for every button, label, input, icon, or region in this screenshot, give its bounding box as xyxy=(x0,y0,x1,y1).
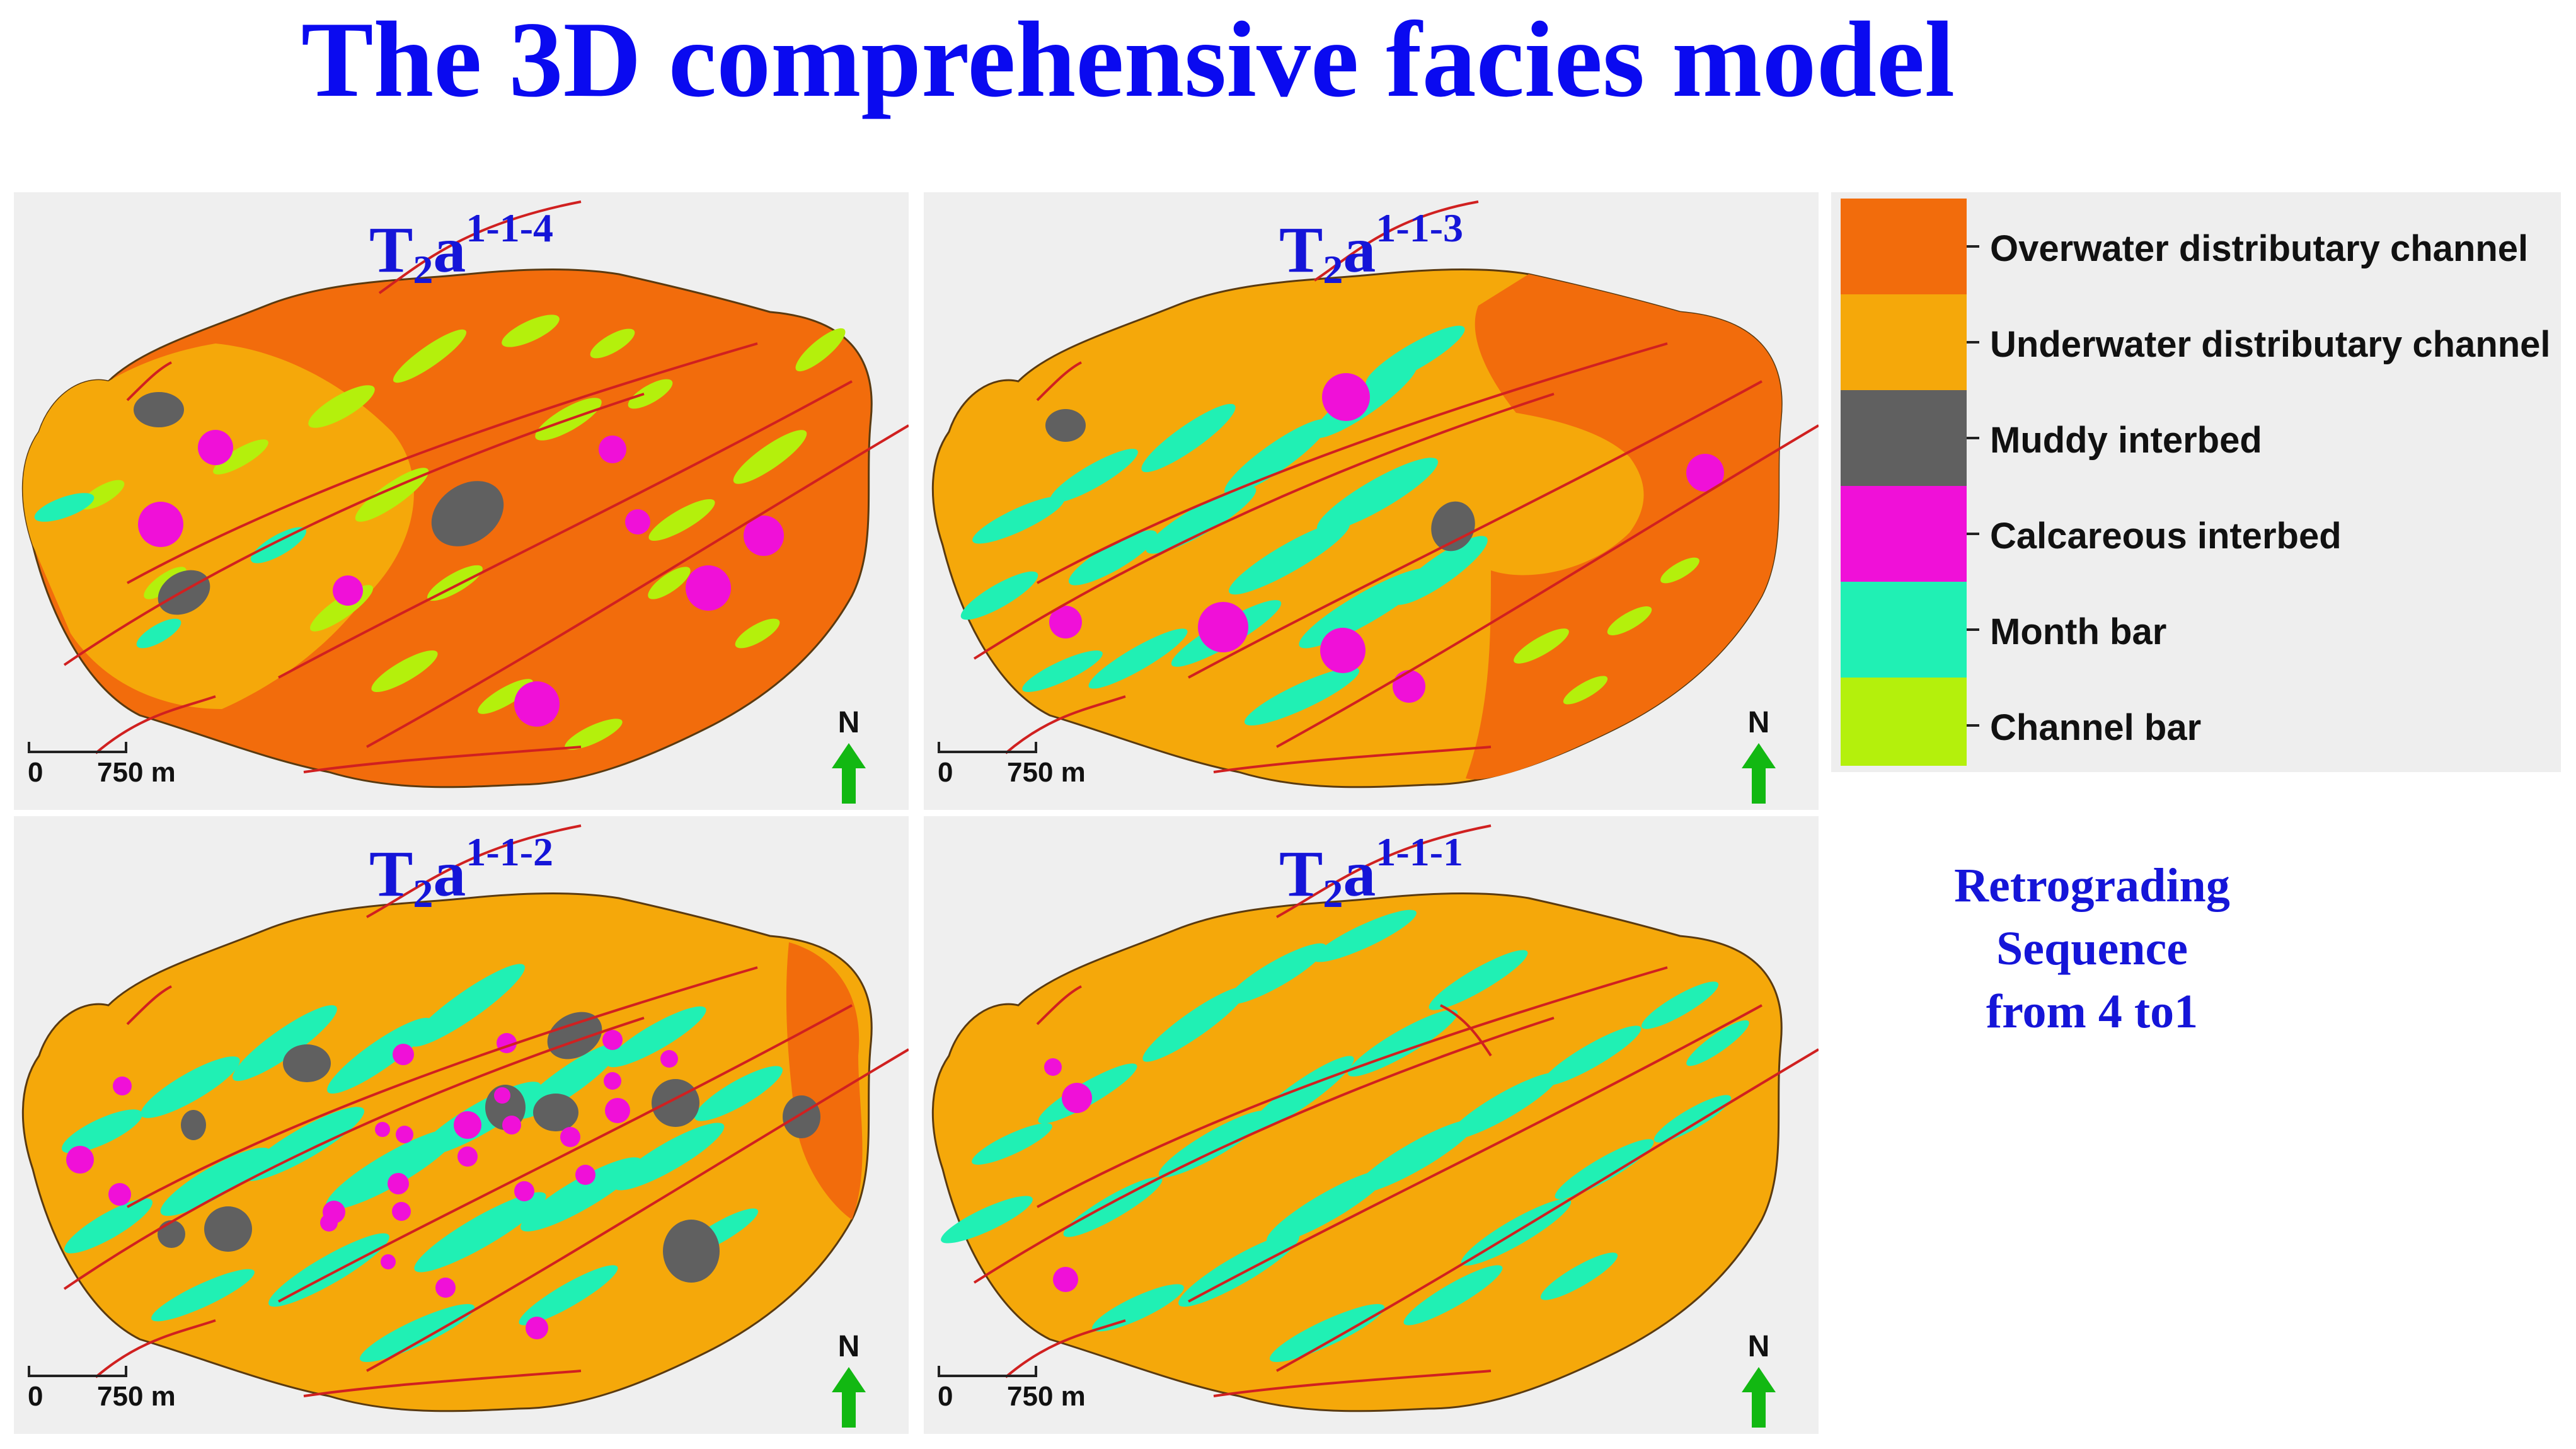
legend-swatch xyxy=(1841,678,1967,766)
legend-tick xyxy=(1967,245,1979,248)
facies-map-4 xyxy=(931,824,1819,1412)
legend-item-muddy-interbed: Muddy interbed xyxy=(1831,390,2561,486)
legend-swatch xyxy=(1841,199,1967,294)
sequence-note: Retrograding Sequence from 4 to1 xyxy=(1840,854,2344,1043)
legend-swatch xyxy=(1841,582,1967,678)
north-arrow: N xyxy=(827,1329,871,1430)
legend-label: Month bar xyxy=(1990,611,2167,652)
scale-bar: 0 750 m xyxy=(938,741,1164,791)
scale-bar-zero: 0 xyxy=(28,1381,43,1412)
scale-bar-line xyxy=(28,742,127,753)
scale-bar: 0 750 m xyxy=(938,1365,1164,1415)
north-arrow-icon xyxy=(832,743,866,804)
scale-bar-line xyxy=(28,1366,127,1377)
legend-label: Muddy interbed xyxy=(1990,420,2262,461)
sequence-note-line: Retrograding xyxy=(1954,859,2230,912)
north-arrow: N xyxy=(1737,1329,1781,1430)
legend-tick xyxy=(1967,628,1979,631)
legend-item-underwater-channel: Underwater distributary channel xyxy=(1831,294,2561,390)
panel-label-4: T2a1-1-1 xyxy=(1279,829,1463,916)
north-label: N xyxy=(1747,1330,1770,1363)
scale-bar-distance: 750 m xyxy=(97,1381,176,1412)
north-label: N xyxy=(837,1330,860,1363)
legend-tick xyxy=(1967,724,1979,727)
legend-tick xyxy=(1967,437,1979,439)
facies-map-panel-2: T2a1-1-3 0 750 m N xyxy=(924,192,1819,810)
page-title: The 3D comprehensive facies model xyxy=(301,0,1955,120)
north-arrow-icon xyxy=(832,1367,866,1428)
facies-map-2 xyxy=(931,200,1819,788)
panel-label-1: T2a1-1-4 xyxy=(369,205,553,292)
facies-legend: Overwater distributary channel Underwate… xyxy=(1831,192,2561,772)
scale-bar-line xyxy=(938,742,1037,753)
scale-bar: 0 750 m xyxy=(28,741,255,791)
legend-label: Overwater distributary channel xyxy=(1990,228,2529,269)
north-label: N xyxy=(837,706,860,739)
facies-map-3 xyxy=(21,824,909,1412)
panel-label-3: T2a1-1-2 xyxy=(369,829,553,916)
facies-map-1 xyxy=(21,200,909,788)
north-arrow-icon xyxy=(1742,743,1776,804)
sequence-note-line: Sequence xyxy=(1996,922,2188,975)
north-arrow-icon xyxy=(1742,1367,1776,1428)
legend-swatch xyxy=(1841,486,1967,582)
scale-bar-distance: 750 m xyxy=(1007,757,1086,788)
scale-bar-distance: 750 m xyxy=(97,757,176,788)
north-arrow: N xyxy=(1737,705,1781,806)
legend-item-channel-bar: Channel bar xyxy=(1831,678,2561,766)
scale-bar: 0 750 m xyxy=(28,1365,255,1415)
north-label: N xyxy=(1747,706,1770,739)
north-arrow: N xyxy=(827,705,871,806)
facies-map-panel-3: T2a1-1-2 0 750 m N xyxy=(14,816,909,1434)
facies-map-panel-4: T2a1-1-1 0 750 m N xyxy=(924,816,1819,1434)
legend-swatch xyxy=(1841,390,1967,486)
scale-bar-line xyxy=(938,1366,1037,1377)
legend-label: Calcareous interbed xyxy=(1990,516,2342,557)
legend-tick xyxy=(1967,533,1979,535)
legend-label: Underwater distributary channel xyxy=(1990,324,2551,365)
sequence-note-line: from 4 to1 xyxy=(1986,985,2199,1038)
legend-item-month-bar: Month bar xyxy=(1831,582,2561,678)
scale-bar-zero: 0 xyxy=(938,1381,953,1412)
scale-bar-zero: 0 xyxy=(28,757,43,788)
panel-label-2: T2a1-1-3 xyxy=(1279,205,1463,292)
legend-label: Channel bar xyxy=(1990,707,2202,748)
scale-bar-distance: 750 m xyxy=(1007,1381,1086,1412)
legend-tick xyxy=(1967,341,1979,343)
legend-item-calcareous-interbed: Calcareous interbed xyxy=(1831,486,2561,582)
scale-bar-zero: 0 xyxy=(938,757,953,788)
legend-swatch xyxy=(1841,294,1967,390)
legend-item-overwater-channel: Overwater distributary channel xyxy=(1831,199,2561,294)
facies-map-panel-1: T2a1-1-4 0 750 m N xyxy=(14,192,909,810)
